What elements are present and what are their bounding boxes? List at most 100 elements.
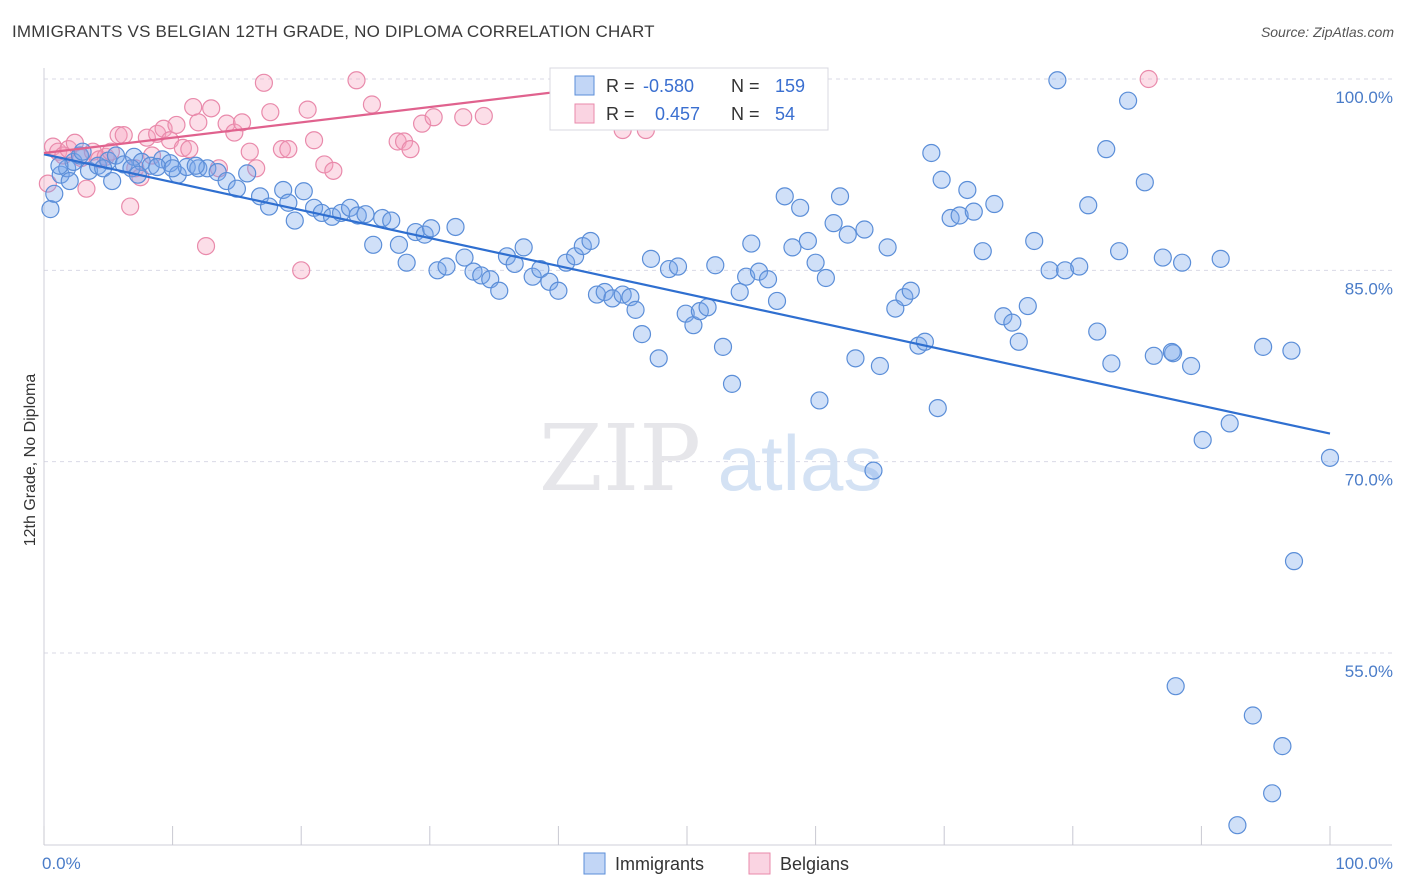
- immigrants-point: [73, 142, 92, 161]
- belgians-point: [121, 197, 140, 216]
- immigrants-point: [767, 291, 787, 311]
- immigrants-point: [238, 164, 257, 183]
- belgians-point: [196, 236, 216, 256]
- immigrants-point: [382, 211, 401, 230]
- immigrants-point: [549, 281, 568, 300]
- immigrants-point: [490, 281, 509, 300]
- immigrants-point: [1228, 816, 1247, 835]
- immigrants-point: [1040, 261, 1059, 280]
- immigrants-point: [775, 187, 794, 206]
- belgians-point: [424, 108, 443, 127]
- immigrants-point: [60, 171, 79, 191]
- immigrants-point: [523, 267, 542, 286]
- immigrants-point: [994, 307, 1013, 326]
- belgians-point: [304, 131, 324, 150]
- belgians-point: [412, 114, 432, 133]
- immigrants-point: [356, 205, 375, 224]
- immigrants-point: [103, 171, 122, 191]
- legend-swatch-immigrants: [574, 75, 595, 96]
- immigrants-point: [1003, 313, 1022, 332]
- belgians-point: [180, 140, 199, 159]
- belgians-point: [173, 138, 192, 157]
- belgians-point: [292, 261, 311, 280]
- immigrants-point: [1118, 91, 1138, 110]
- immigrants-point: [514, 238, 533, 257]
- immigrants-point: [1009, 332, 1028, 351]
- immigrants-point: [641, 249, 661, 268]
- chart-title: IMMIGRANTS VS BELGIAN 12TH GRADE, NO DIP…: [12, 22, 655, 41]
- y-axis-title: 12th Grade, No Diploma: [22, 374, 39, 547]
- immigrants-point: [1164, 344, 1183, 363]
- legend-r-belgians: 0.457: [655, 104, 700, 124]
- belgians-point: [261, 103, 280, 122]
- immigrants-point: [791, 198, 810, 217]
- immigrants-point: [973, 242, 992, 261]
- belgians-point: [184, 97, 203, 117]
- immigrants-point: [1070, 257, 1089, 276]
- immigrants-trend-line: [43, 153, 1331, 435]
- belgians-point: [114, 126, 133, 145]
- immigrants-point: [730, 282, 749, 302]
- immigrants-point: [1025, 231, 1044, 251]
- immigrants-point: [932, 170, 951, 189]
- immigrants-point: [1048, 71, 1067, 90]
- immigrants-point: [1102, 354, 1121, 373]
- immigrants-point: [698, 298, 717, 317]
- immigrants-point: [148, 157, 167, 177]
- immigrants-point: [1284, 552, 1304, 571]
- immigrants-point: [855, 220, 874, 239]
- immigrants-point: [878, 238, 897, 257]
- belgians-point: [474, 106, 493, 126]
- belgians-point: [298, 100, 317, 119]
- legend-r-immigrants: -0.580: [643, 76, 694, 96]
- immigrants-point: [958, 180, 977, 200]
- belgians-point: [324, 161, 343, 180]
- immigrants-point: [1254, 337, 1273, 356]
- immigrants-point: [838, 225, 857, 244]
- x-tick-label: 100.0%: [1335, 854, 1393, 873]
- immigrants-point: [1273, 737, 1292, 756]
- immigrants-point: [446, 217, 465, 237]
- immigrants-point: [806, 253, 825, 272]
- immigrants-point: [1109, 242, 1129, 261]
- immigrants-point: [713, 337, 733, 356]
- belgians-point: [77, 179, 96, 198]
- y-tick-label: 70.0%: [1345, 471, 1393, 490]
- immigrants-point: [864, 461, 883, 480]
- immigrants-point: [1135, 173, 1154, 192]
- immigrants-point: [964, 202, 983, 221]
- watermark-atlas: atlas: [718, 419, 883, 507]
- belgians-point: [247, 159, 266, 178]
- immigrants-point: [928, 398, 947, 418]
- immigrants-point: [198, 159, 217, 178]
- immigrants-point: [742, 234, 761, 253]
- y-tick-label: 100.0%: [1335, 88, 1393, 107]
- immigrants-point: [722, 374, 742, 393]
- immigrants-point: [79, 161, 99, 180]
- watermark-zip: ZIP: [539, 405, 701, 512]
- series-swatch-immigrants: [583, 852, 606, 875]
- immigrants-point: [1153, 248, 1172, 267]
- immigrants-point: [1055, 261, 1075, 280]
- immigrants-point: [798, 231, 817, 251]
- belgians-point: [315, 155, 334, 174]
- legend-n-label-immigrants: N =: [731, 76, 760, 96]
- immigrants-point: [901, 281, 920, 300]
- immigrants-point: [706, 256, 725, 275]
- legend-swatch-belgians: [574, 103, 595, 124]
- belgians-point: [401, 140, 420, 159]
- immigrants-point: [1263, 784, 1282, 803]
- belgians-point: [232, 113, 252, 132]
- series-swatch-belgians: [748, 852, 771, 875]
- immigrants-point: [1018, 296, 1037, 316]
- immigrants-point: [285, 211, 304, 230]
- belgians-point: [167, 115, 186, 135]
- immigrants-point: [340, 198, 360, 217]
- y-tick-label: 85.0%: [1345, 279, 1393, 298]
- immigrants-point: [397, 253, 416, 272]
- immigrants-point: [455, 248, 474, 267]
- immigrants-point: [810, 391, 829, 410]
- immigrants-point: [1162, 342, 1181, 362]
- immigrants-point: [186, 156, 205, 175]
